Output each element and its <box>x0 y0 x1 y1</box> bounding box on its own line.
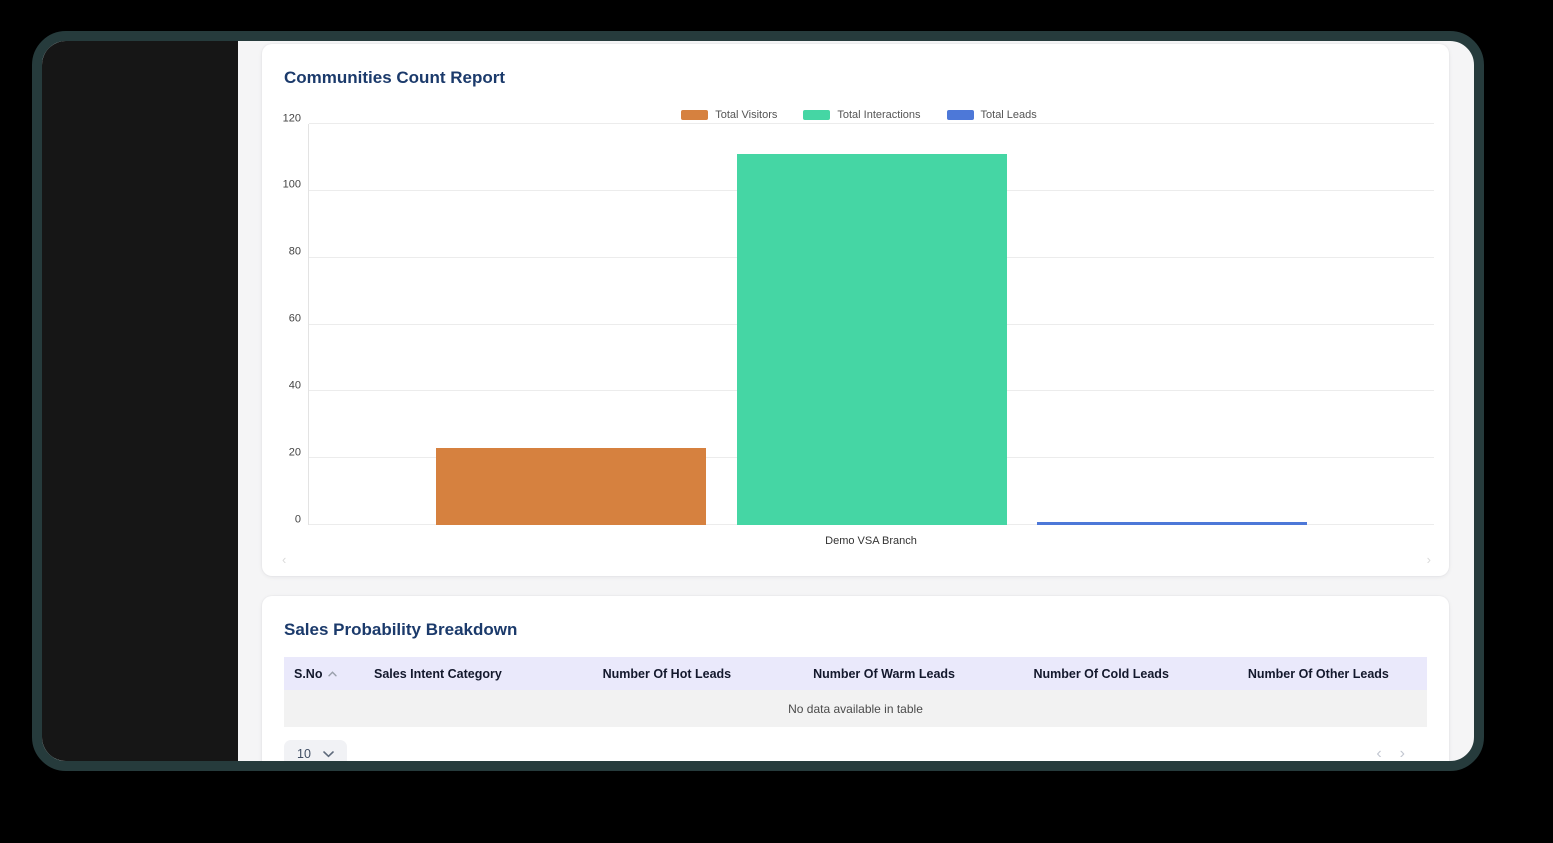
gridline-y-120 <box>309 123 1434 124</box>
device-frame: Communities Count Report Total Visitors T… <box>32 31 1484 771</box>
chart-title: Communities Count Report <box>284 68 505 87</box>
sidebar <box>42 41 238 761</box>
column-header-sales-intent-category[interactable]: Sales Intent Category <box>364 657 559 690</box>
pagination-previous-button[interactable]: ‹ <box>1376 745 1382 762</box>
bar-total-interactions <box>736 154 1007 525</box>
legend-swatch-total-leads <box>946 110 974 120</box>
sort-ascending-icon <box>328 670 338 676</box>
pager-arrows: ‹ › <box>1376 745 1405 762</box>
pagination-next-button[interactable]: › <box>1399 745 1405 762</box>
sales-probability-breakdown-card: Sales Probability Breakdown S.No Sales In… <box>262 596 1449 761</box>
page-size-value: 10 <box>297 747 311 761</box>
legend-label: Total Visitors <box>715 109 778 121</box>
column-header-number-of-hot-leads[interactable]: Number Of Hot Leads <box>558 657 776 690</box>
table-empty-row: No data available in table <box>284 690 1427 727</box>
pagination: 10 ‹ › <box>284 740 1427 761</box>
chart-legend: Total Visitors Total Interactions Total Le… <box>284 109 1434 121</box>
communities-count-report-card: Communities Count Report Total Visitors T… <box>262 44 1449 576</box>
chart-scroll-left-icon[interactable]: ‹ <box>282 552 287 567</box>
sales-probability-table: S.No Sales Intent Category Number Of Hot L… <box>284 657 1427 727</box>
empty-state-message: No data available in table <box>284 690 1427 727</box>
legend-label: Total Interactions <box>837 109 921 121</box>
main-content: Communities Count Report Total Visitors T… <box>238 41 1474 761</box>
y-tick-label-120: 120 <box>282 112 301 124</box>
legend-swatch-total-visitors <box>681 110 709 120</box>
column-header-label: Number Of Warm Leads <box>813 666 955 681</box>
bar-total-visitors <box>436 448 707 525</box>
column-header-label: Number Of Other Leads <box>1247 666 1389 681</box>
page-size-select[interactable]: 10 <box>284 740 347 761</box>
table-header-row: S.No Sales Intent Category Number Of Hot L… <box>284 657 1427 690</box>
legend-item-total-leads[interactable]: Total Leads <box>946 109 1037 121</box>
legend-item-total-interactions[interactable]: Total Interactions <box>803 109 921 121</box>
legend-item-total-visitors[interactable]: Total Visitors <box>681 109 777 121</box>
column-header-label: S.No <box>294 666 323 681</box>
y-tick-label-80: 80 <box>288 245 301 258</box>
chart-scroll-right-icon[interactable]: › <box>1426 552 1431 567</box>
y-tick-label-20: 20 <box>288 446 301 459</box>
chevron-down-icon <box>323 750 334 757</box>
table-title: Sales Probability Breakdown <box>284 620 518 639</box>
y-tick-label-0: 0 <box>294 513 301 525</box>
bar-total-leads <box>1036 522 1307 525</box>
y-tick-label-40: 40 <box>288 379 301 392</box>
column-header-number-of-warm-leads[interactable]: Number Of Warm Leads <box>775 657 993 690</box>
legend-swatch-total-interactions <box>803 110 831 120</box>
x-axis-category-label: Demo VSA Branch <box>825 535 917 547</box>
plot-area: 0 20 40 60 80 100 120 <box>283 113 1434 525</box>
y-tick-label-100: 100 <box>282 178 301 191</box>
legend-label: Total Leads <box>980 109 1037 121</box>
column-header-label: Sales Intent Category <box>374 666 502 681</box>
column-header-label: Number Of Cold Leads <box>1033 666 1169 681</box>
column-header-s-no[interactable]: S.No <box>284 657 364 690</box>
column-header-label: Number Of Hot Leads <box>602 666 732 681</box>
column-header-number-of-cold-leads[interactable]: Number Of Cold Leads <box>992 657 1210 690</box>
column-header-number-of-other-leads[interactable]: Number Of Other Leads <box>1209 657 1427 690</box>
y-tick-label-60: 60 <box>288 312 301 325</box>
